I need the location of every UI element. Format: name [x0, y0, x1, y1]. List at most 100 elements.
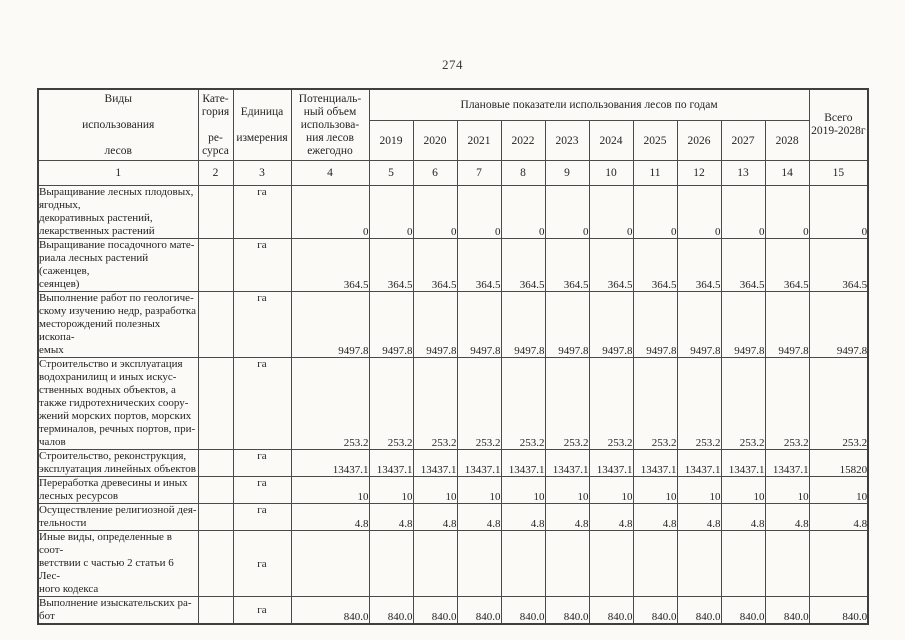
table-row: Выращивание лесных плодовых, ягодных, де… — [37, 185, 869, 239]
year-value-2024: 9497.8 — [588, 291, 634, 358]
header-year-2021: 2021 — [456, 120, 502, 161]
year-value-2028: 364.5 — [764, 238, 810, 292]
year-value-2023 — [544, 530, 590, 597]
potential-volume-value: 13437.1 — [290, 449, 370, 477]
header-year-2027: 2027 — [720, 120, 766, 161]
year-value-2022: 364.5 — [500, 238, 546, 292]
year-value-2019: 10 — [368, 476, 414, 504]
header-resource-category: Кате- гория ре- сурса — [197, 88, 234, 161]
year-value-2020: 364.5 — [412, 238, 458, 292]
year-value-2024: 253.2 — [588, 357, 634, 450]
year-value-2019: 840.0 — [368, 596, 414, 625]
column-number-5: 5 — [368, 160, 414, 186]
year-value-2025: 364.5 — [632, 238, 678, 292]
year-value-2027 — [720, 530, 766, 597]
year-value-2026 — [676, 530, 722, 597]
header-year-2023: 2023 — [544, 120, 590, 161]
header-year-2022: 2022 — [500, 120, 546, 161]
year-value-2023: 840.0 — [544, 596, 590, 625]
total-value: 0 — [808, 185, 869, 239]
year-value-2021: 4.8 — [456, 503, 502, 531]
header-planned-indicators-by-year: Плановые показатели использования лесов … — [368, 88, 810, 121]
column-number-7: 7 — [456, 160, 502, 186]
year-value-2022 — [500, 530, 546, 597]
year-value-2024: 364.5 — [588, 238, 634, 292]
unit-value: га — [232, 530, 292, 597]
year-value-2026: 253.2 — [676, 357, 722, 450]
year-value-2027: 13437.1 — [720, 449, 766, 477]
year-value-2023: 9497.8 — [544, 291, 590, 358]
column-number-3: 3 — [232, 160, 292, 186]
year-value-2024: 10 — [588, 476, 634, 504]
resource-category-value — [197, 530, 234, 597]
year-value-2020: 9497.8 — [412, 291, 458, 358]
table-row: Осуществление религиозной дея- тельности… — [37, 503, 869, 531]
unit-value: га — [232, 238, 292, 292]
year-value-2027: 364.5 — [720, 238, 766, 292]
year-value-2021: 0 — [456, 185, 502, 239]
year-value-2027: 4.8 — [720, 503, 766, 531]
year-value-2020: 13437.1 — [412, 449, 458, 477]
total-value: 15820 — [808, 449, 869, 477]
year-value-2021: 10 — [456, 476, 502, 504]
resource-category-value — [197, 503, 234, 531]
year-value-2025: 840.0 — [632, 596, 678, 625]
year-value-2019: 4.8 — [368, 503, 414, 531]
potential-volume-value: 364.5 — [290, 238, 370, 292]
year-value-2025: 4.8 — [632, 503, 678, 531]
table-row: Выполнение работ по геологиче- скому изу… — [37, 291, 869, 358]
table-row: Строительство, реконструкция, эксплуатац… — [37, 449, 869, 477]
year-value-2025: 13437.1 — [632, 449, 678, 477]
header-year-2020: 2020 — [412, 120, 458, 161]
year-value-2020: 0 — [412, 185, 458, 239]
potential-volume-value: 9497.8 — [290, 291, 370, 358]
table-row: Переработка древесины и иных лесных ресу… — [37, 476, 869, 504]
table-row: Строительство и эксплуатация водохранили… — [37, 357, 869, 450]
column-number-6: 6 — [412, 160, 458, 186]
year-value-2021: 9497.8 — [456, 291, 502, 358]
resource-category-value — [197, 291, 234, 358]
resource-category-value — [197, 596, 234, 625]
unit-value: га — [232, 596, 292, 625]
unit-value: га — [232, 449, 292, 477]
column-number-11: 11 — [632, 160, 678, 186]
year-value-2027: 840.0 — [720, 596, 766, 625]
year-value-2026: 840.0 — [676, 596, 722, 625]
potential-volume-value: 253.2 — [290, 357, 370, 450]
header-potential-annual-volume: Потенциаль- ный объем использова- ния ле… — [290, 88, 370, 161]
row-label: Иные виды, определенные в соот- ветствии… — [37, 530, 199, 597]
year-value-2028: 9497.8 — [764, 291, 810, 358]
total-value — [808, 530, 869, 597]
unit-value: га — [232, 291, 292, 358]
year-value-2023: 0 — [544, 185, 590, 239]
total-value: 253.2 — [808, 357, 869, 450]
resource-category-value — [197, 449, 234, 477]
row-label: Выращивание посадочного мате- риала лесн… — [37, 238, 199, 292]
year-value-2019: 0 — [368, 185, 414, 239]
year-value-2022: 0 — [500, 185, 546, 239]
resource-category-value — [197, 476, 234, 504]
row-label: Строительство, реконструкция, эксплуатац… — [37, 449, 199, 477]
year-value-2024: 4.8 — [588, 503, 634, 531]
year-value-2028: 10 — [764, 476, 810, 504]
year-value-2021: 253.2 — [456, 357, 502, 450]
year-value-2022: 253.2 — [500, 357, 546, 450]
header-year-2028: 2028 — [764, 120, 810, 161]
unit-value: га — [232, 185, 292, 239]
year-value-2026: 4.8 — [676, 503, 722, 531]
year-value-2019 — [368, 530, 414, 597]
year-value-2026: 10 — [676, 476, 722, 504]
page-number: 274 — [442, 57, 463, 72]
unit-value: га — [232, 357, 292, 450]
year-value-2024: 13437.1 — [588, 449, 634, 477]
header-year-2024: 2024 — [588, 120, 634, 161]
column-number-1: 1 — [37, 160, 199, 186]
table-row: Выращивание посадочного мате- риала лесн… — [37, 238, 869, 292]
year-value-2022: 13437.1 — [500, 449, 546, 477]
year-value-2020: 4.8 — [412, 503, 458, 531]
year-value-2020: 253.2 — [412, 357, 458, 450]
year-value-2026: 9497.8 — [676, 291, 722, 358]
resource-category-value — [197, 357, 234, 450]
header-year-2019: 2019 — [368, 120, 414, 161]
year-value-2021: 840.0 — [456, 596, 502, 625]
